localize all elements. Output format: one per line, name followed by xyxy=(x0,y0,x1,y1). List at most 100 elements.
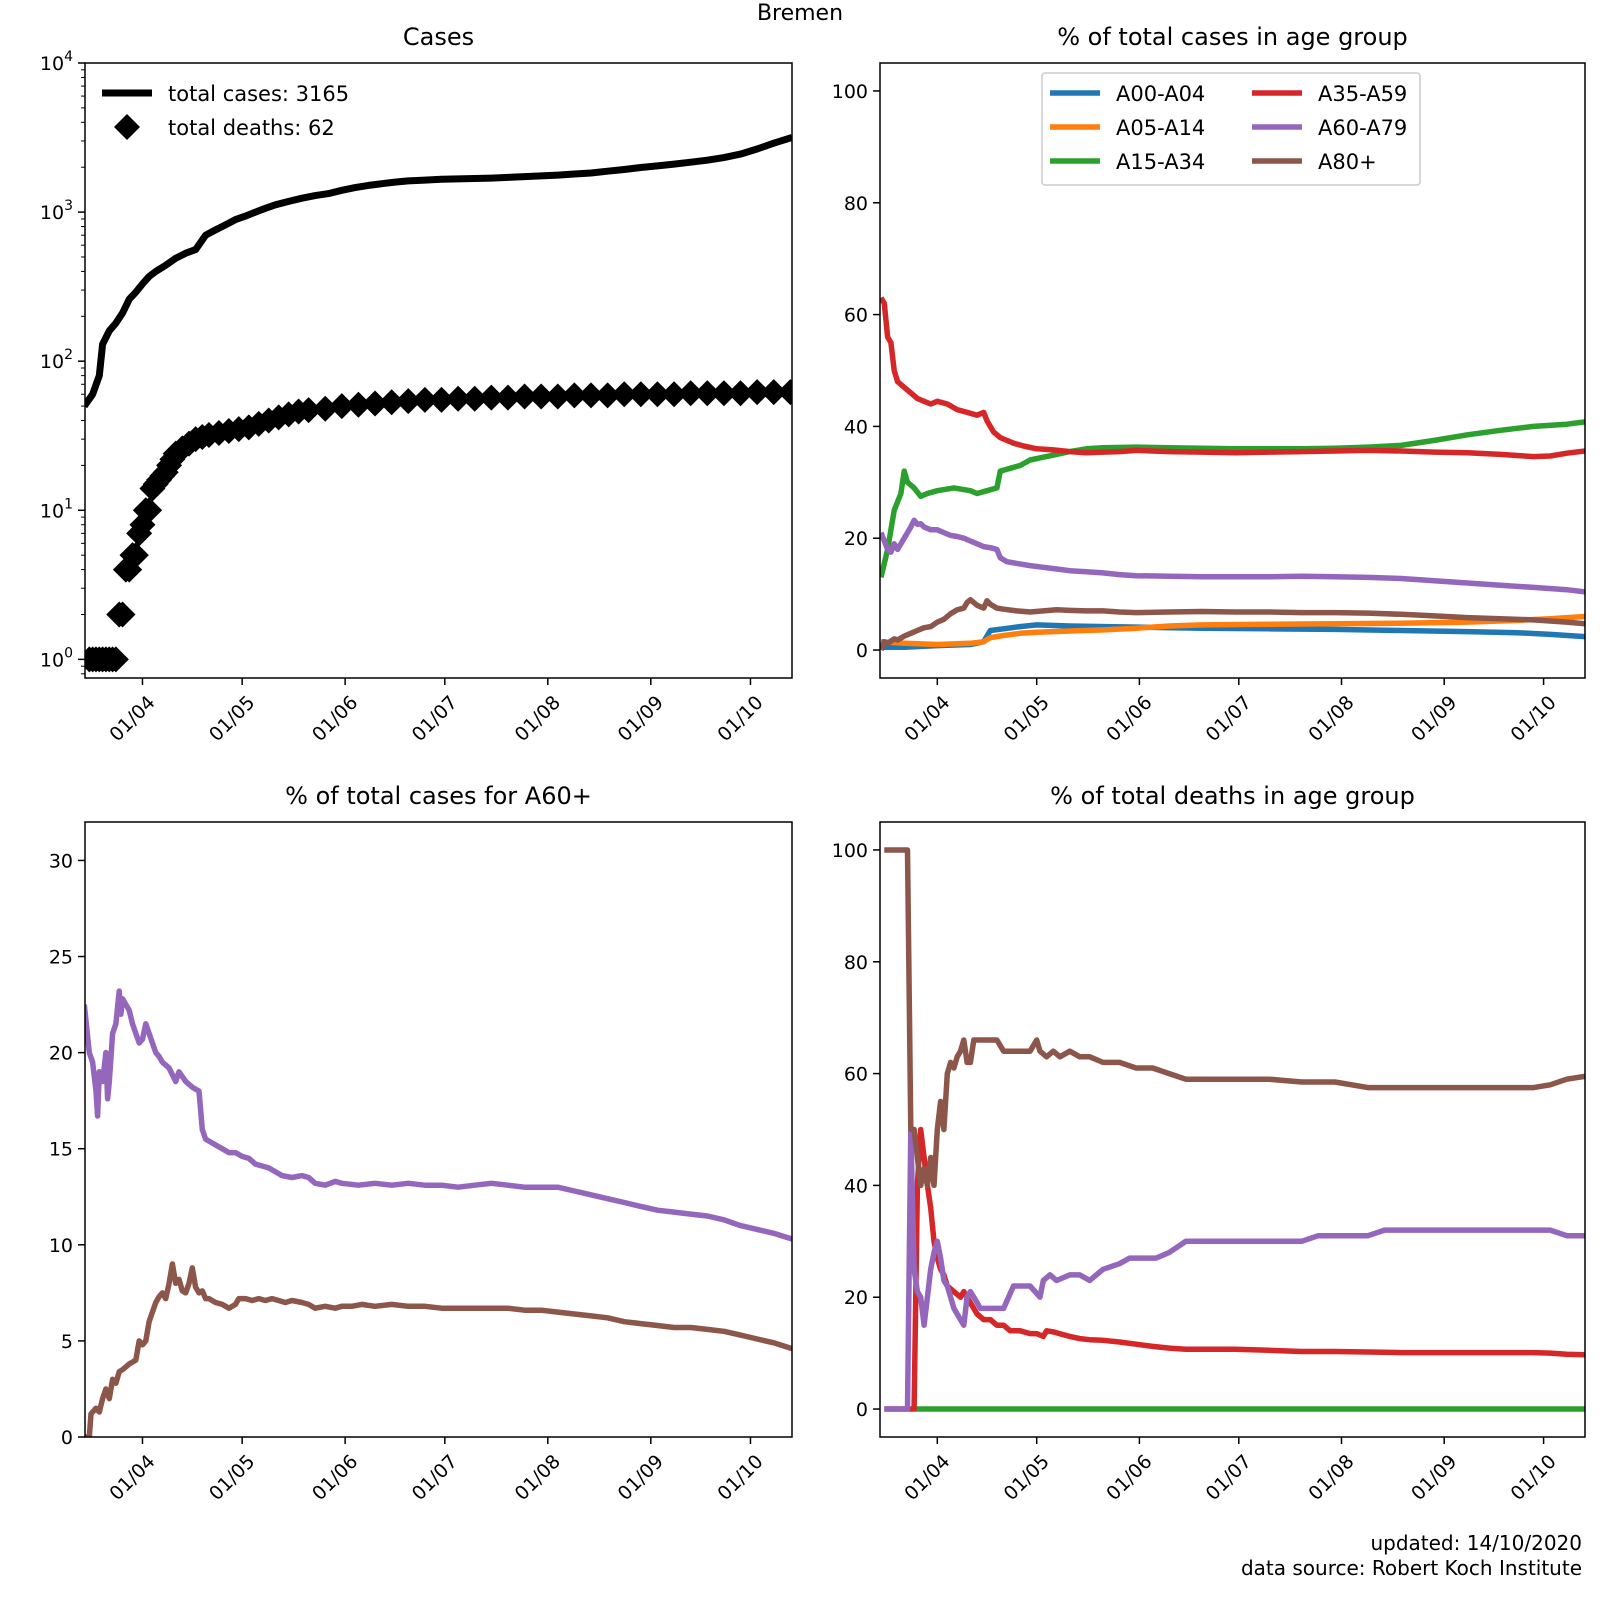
panel-title: % of total deaths in age group xyxy=(1050,782,1415,810)
series-total-deaths xyxy=(85,379,792,673)
figure-suptitle: Bremen xyxy=(757,1,843,26)
x-tick-label: 01/04 xyxy=(105,692,159,746)
y-tick-label: 0 xyxy=(856,640,868,662)
y-tick-label: 101 xyxy=(40,496,73,522)
y-tick-label: 100 xyxy=(832,81,868,103)
series-line-A80+ xyxy=(880,596,1585,652)
death-marker xyxy=(445,385,472,412)
plot-area xyxy=(85,988,792,1437)
death-marker xyxy=(661,381,688,408)
x-tick-label: 01/04 xyxy=(900,692,954,746)
y-tick-label: 40 xyxy=(844,1175,868,1197)
legend-label-A80+: A80+ xyxy=(1318,150,1377,174)
axes-frame xyxy=(879,821,1586,1438)
legend-label-A60-A79: A60-A79 xyxy=(1318,116,1407,140)
y-tick-label: 102 xyxy=(40,347,73,373)
x-tick-label: 01/04 xyxy=(105,1451,159,1505)
legend-swatch-total-deaths xyxy=(114,114,140,140)
legend-label-total-deaths: total deaths: 62 xyxy=(168,116,335,140)
death-marker xyxy=(611,381,638,408)
x-tick-label: 01/10 xyxy=(713,1451,767,1505)
plot-area xyxy=(884,847,1585,1412)
panel-title: % of total cases in age group xyxy=(1057,23,1408,51)
death-marker xyxy=(129,511,156,538)
x-tick-label: 01/10 xyxy=(713,692,767,746)
y-tick-label: 100 xyxy=(40,645,73,671)
x-tick-label: 01/08 xyxy=(511,1451,565,1505)
y-tick-label: 80 xyxy=(844,952,868,974)
y-tick-base: 10 xyxy=(40,649,64,671)
death-marker xyxy=(777,379,792,406)
y-tick-base: 10 xyxy=(40,500,64,522)
death-marker xyxy=(378,389,405,416)
death-marker xyxy=(461,385,488,412)
y-tick-exponent: 4 xyxy=(64,49,73,65)
y-tick-label: 80 xyxy=(844,193,868,215)
legend: total cases: 3165 total deaths: 62 xyxy=(102,82,349,140)
y-tick-label: 20 xyxy=(844,528,868,550)
x-tick-label: 01/05 xyxy=(1000,692,1054,746)
x-tick-label: 01/10 xyxy=(1506,692,1560,746)
death-marker xyxy=(710,380,737,407)
x-tick-label: 01/05 xyxy=(205,692,259,746)
death-marker xyxy=(677,380,704,407)
y-tick-label: 60 xyxy=(844,1064,868,1086)
death-marker xyxy=(760,379,787,406)
legend-label-total-cases: total cases: 3165 xyxy=(168,82,349,106)
x-tick-label: 01/07 xyxy=(408,692,462,746)
death-marker xyxy=(594,382,621,409)
death-marker xyxy=(577,382,604,409)
y-tick-base: 10 xyxy=(40,53,64,75)
x-tick-label: 01/07 xyxy=(408,1451,462,1505)
x-tick-label: 01/09 xyxy=(1407,692,1461,746)
y-tick-base: 10 xyxy=(40,351,64,373)
panel-pct_cases: % of total cases in age group 01/04 01/05 0… xyxy=(832,23,1586,746)
death-marker xyxy=(494,384,521,411)
y-tick-label: 104 xyxy=(40,49,73,75)
series-line-A60-A79 xyxy=(884,1126,1585,1412)
plot-area xyxy=(85,134,792,673)
axes-frame xyxy=(84,821,793,1438)
legend-label-A00-A04: A00-A04 xyxy=(1116,82,1205,106)
death-marker xyxy=(644,381,671,408)
panel-pct_deaths: % of total deaths in age group 01/04 01/05… xyxy=(832,782,1586,1505)
x-tick-label: 01/08 xyxy=(511,692,565,746)
death-marker xyxy=(411,386,438,413)
x-tick-label: 01/07 xyxy=(1202,692,1256,746)
axes-frame xyxy=(84,62,793,679)
death-marker xyxy=(694,380,721,407)
panels: Cases 01/04 01/05 01/06 01/07 01/08 01/09 01/10… xyxy=(40,23,1586,1505)
y-tick-label: 10 xyxy=(49,1235,73,1257)
y-tick-label: 60 xyxy=(844,305,868,327)
y-tick-label: 25 xyxy=(49,947,73,969)
death-marker xyxy=(395,388,422,415)
death-marker xyxy=(561,382,588,409)
x-tick-label: 01/09 xyxy=(1407,1451,1461,1505)
footer-source: data source: Robert Koch Institute xyxy=(1241,1556,1582,1580)
legend-label-A15-A34: A15-A34 xyxy=(1116,150,1205,174)
series-line-A00-A04 xyxy=(881,622,1585,651)
death-marker xyxy=(511,383,538,410)
y-tick-exponent: 0 xyxy=(64,645,73,661)
panel-title: Cases xyxy=(403,23,474,51)
series-line-A80+ xyxy=(884,847,1585,1189)
legend-label-A35-A59: A35-A59 xyxy=(1318,82,1407,106)
y-tick-label: 100 xyxy=(832,840,868,862)
death-marker xyxy=(362,390,389,417)
series-line-A15-A34 xyxy=(880,419,1585,579)
death-marker xyxy=(627,381,654,408)
x-tick-label: 01/06 xyxy=(1102,1451,1156,1505)
series-line-total-cases xyxy=(85,134,792,409)
y-tick-label: 5 xyxy=(61,1331,73,1353)
y-tick-label: 15 xyxy=(49,1139,73,1161)
death-marker xyxy=(528,383,555,410)
x-tick-label: 01/06 xyxy=(308,692,362,746)
death-marker xyxy=(295,397,322,424)
x-tick-label: 01/09 xyxy=(614,692,668,746)
y-tick-label: 0 xyxy=(856,1399,868,1421)
x-tick-label: 01/04 xyxy=(900,1451,954,1505)
series-line-A80+ xyxy=(85,1261,792,1437)
y-tick-base: 10 xyxy=(40,202,64,224)
y-tick-label: 30 xyxy=(49,850,73,872)
